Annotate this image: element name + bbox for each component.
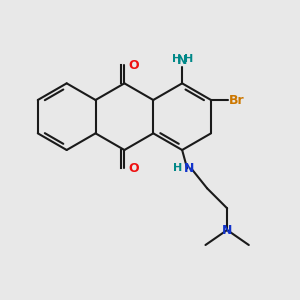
- Text: H: H: [184, 54, 193, 64]
- Text: H: H: [173, 163, 182, 173]
- Text: O: O: [128, 162, 139, 175]
- Text: Br: Br: [229, 94, 245, 106]
- Text: N: N: [177, 54, 187, 67]
- Text: N: N: [184, 162, 194, 175]
- Text: N: N: [222, 224, 232, 236]
- Text: H: H: [172, 54, 181, 64]
- Text: O: O: [128, 58, 139, 71]
